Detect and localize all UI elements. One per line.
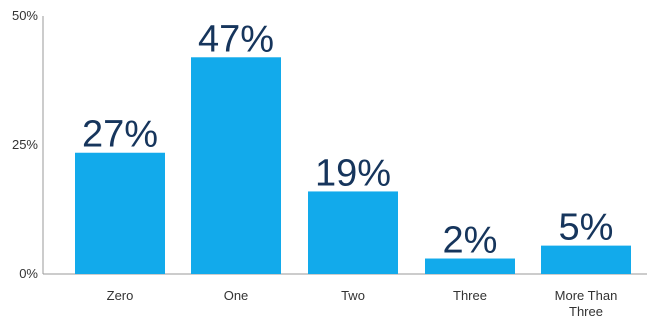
x-tick-label: Two — [341, 288, 365, 303]
bar-two — [308, 191, 398, 274]
x-tick-label: Zero — [107, 288, 134, 303]
bar-zero — [75, 152, 165, 274]
data-label: 27% — [82, 114, 158, 156]
bar-one — [191, 57, 281, 274]
data-label: 47% — [198, 18, 274, 60]
data-label: 19% — [315, 152, 391, 194]
bar-more-than-three — [541, 245, 631, 274]
x-tick-label: Three — [569, 304, 603, 319]
y-tick-label: 50% — [12, 8, 38, 23]
x-tick-label: More Than — [555, 288, 618, 303]
data-label: 5% — [559, 207, 614, 249]
bar-three — [425, 258, 515, 274]
y-tick-label: 0% — [19, 266, 38, 281]
x-tick-label: Three — [453, 288, 487, 303]
x-tick-label: One — [224, 288, 249, 303]
data-label: 2% — [443, 220, 498, 262]
y-tick-label: 25% — [12, 137, 38, 152]
